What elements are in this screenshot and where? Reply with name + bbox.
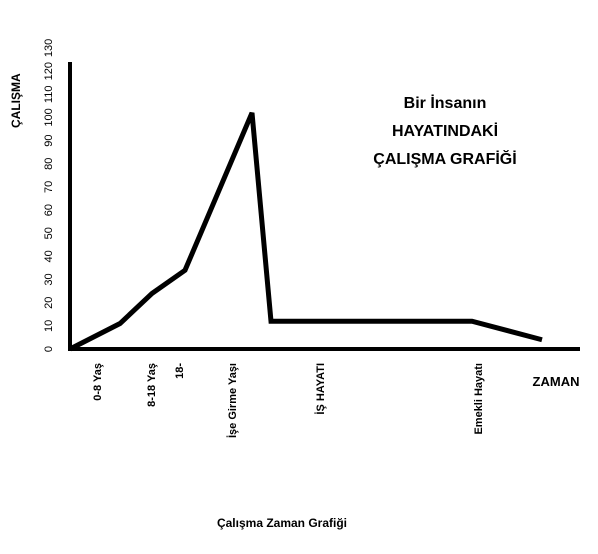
chart-title-line-2: HAYATINDAKİ: [392, 122, 498, 140]
y-tick-label: 40: [43, 250, 55, 262]
y-tick-label: 0: [43, 346, 55, 352]
chart-footer-caption: Çalışma Zaman Grafiği: [217, 516, 347, 530]
x-tick-label: İşe Girme Yaşı: [226, 363, 239, 438]
x-tick-label: Emekli Hayatı: [473, 363, 485, 435]
y-tick-label: 60: [43, 204, 55, 216]
y-tick-label: 100: [43, 108, 55, 126]
chart-title-line-1: Bir İnsanın: [404, 94, 487, 112]
y-tick-label: 110: [43, 86, 55, 104]
y-tick-label: 80: [43, 158, 55, 170]
y-tick-labels: 0 10 20 30 40 50 60 70 80 90 100 110 120 130: [43, 39, 55, 352]
y-tick-label: 90: [43, 134, 55, 146]
x-axis-label: ZAMAN: [533, 374, 580, 389]
chart-title-line-3: ÇALIŞMA GRAFİĞİ: [373, 149, 516, 168]
y-tick-label: 70: [43, 181, 55, 193]
series-line: [68, 111, 543, 352]
x-tick-label: 18-: [174, 363, 186, 379]
y-tick-label: 120: [43, 62, 55, 80]
y-tick-label: 10: [43, 320, 55, 332]
x-tick-label: 0-8 Yaş: [92, 363, 104, 401]
x-tick-label: 8-18 Yaş: [146, 363, 158, 407]
y-tick-label: 50: [43, 227, 55, 239]
y-tick-label: 20: [43, 297, 55, 309]
y-axis-label: ÇALIŞMA: [9, 73, 23, 128]
y-tick-label: 130: [43, 39, 55, 57]
y-tick-label: 30: [43, 273, 55, 285]
x-tick-labels: 0-8 Yaş 8-18 Yaş 18- İşe Girme Yaşı İŞ HAYAT…: [92, 363, 485, 438]
x-tick-label: İŞ HAYATI: [314, 363, 327, 415]
